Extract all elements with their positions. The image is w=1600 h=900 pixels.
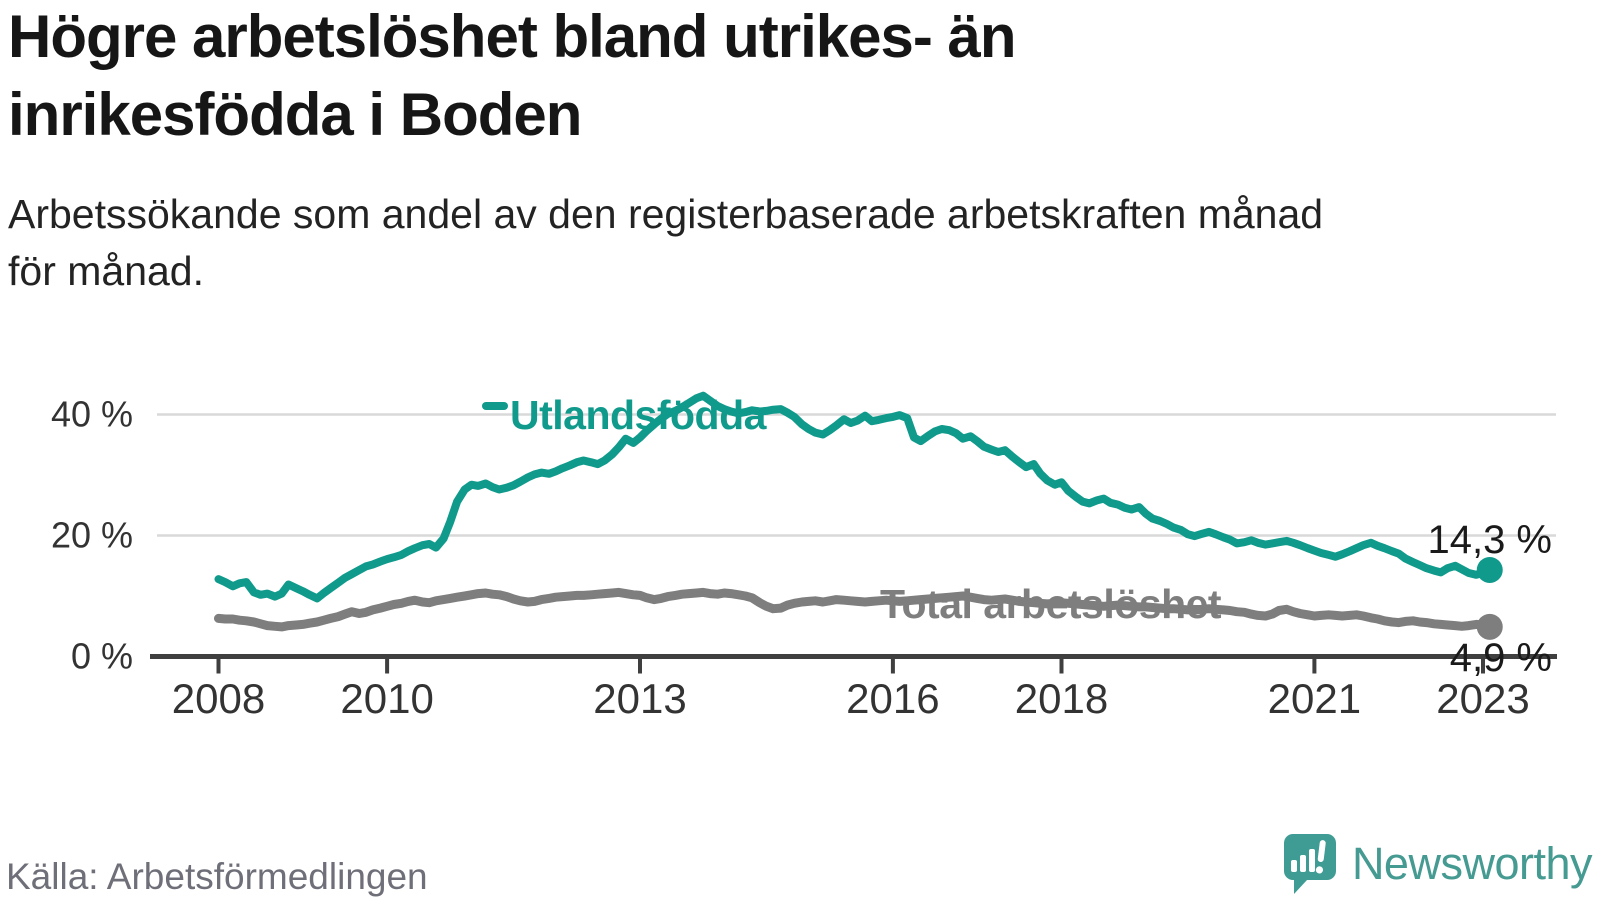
x-axis-tick-label: 2016 bbox=[846, 675, 939, 722]
series-label-total-arbetsl-shet: Total arbetslöshet bbox=[880, 581, 1222, 627]
x-axis-tick-label: 2008 bbox=[172, 675, 265, 722]
x-axis-tick-label: 2021 bbox=[1268, 675, 1361, 722]
gridlines-group bbox=[157, 413, 1556, 537]
utlandsf-dda-end-dot bbox=[1476, 556, 1503, 583]
series-label-utlandsf-dda: Utlandsfödda bbox=[510, 392, 768, 438]
total-arbetsl-shet-end-dot bbox=[1476, 613, 1503, 640]
utlandsf-dda-line bbox=[214, 391, 1494, 603]
x-axis-tick-label: 2010 bbox=[340, 675, 433, 722]
source-text: Källa: Arbetsförmedlingen bbox=[6, 856, 428, 897]
newsworthy-logo: Newsworthy bbox=[1280, 832, 1593, 896]
speech-bubble-bar-chart-icon bbox=[1283, 834, 1336, 894]
y-axis-tick-label: 0 % bbox=[71, 636, 133, 677]
value-label-utlandsf-dda: 14,3 % bbox=[1427, 518, 1552, 562]
x-axis-tick-label: 2018 bbox=[1015, 675, 1108, 722]
chart-subtitle: Arbetssökande som andel av den registerb… bbox=[8, 191, 1324, 294]
x-axis-group bbox=[150, 654, 1557, 674]
x-axis-tick-label: 2023 bbox=[1436, 675, 1529, 722]
total-arbetsl-shet-line bbox=[214, 587, 1495, 632]
x-axis-tick-label: 2013 bbox=[593, 675, 686, 722]
series-group bbox=[214, 391, 1503, 640]
y-axis-tick-label: 20 % bbox=[51, 515, 133, 556]
value-label-total-arbetsl-shet: 4,9 % bbox=[1450, 636, 1552, 680]
page-title: Högre arbetslöshet bland utrikes- än inri… bbox=[8, 3, 1017, 148]
y-axis-tick-label: 40 % bbox=[51, 394, 133, 435]
brand-name: Newsworthy bbox=[1351, 838, 1593, 889]
labels-group: 0 % 20 % 40 % 2008 2010 2013 2016 2018 2021 2023 U… bbox=[51, 392, 1552, 722]
